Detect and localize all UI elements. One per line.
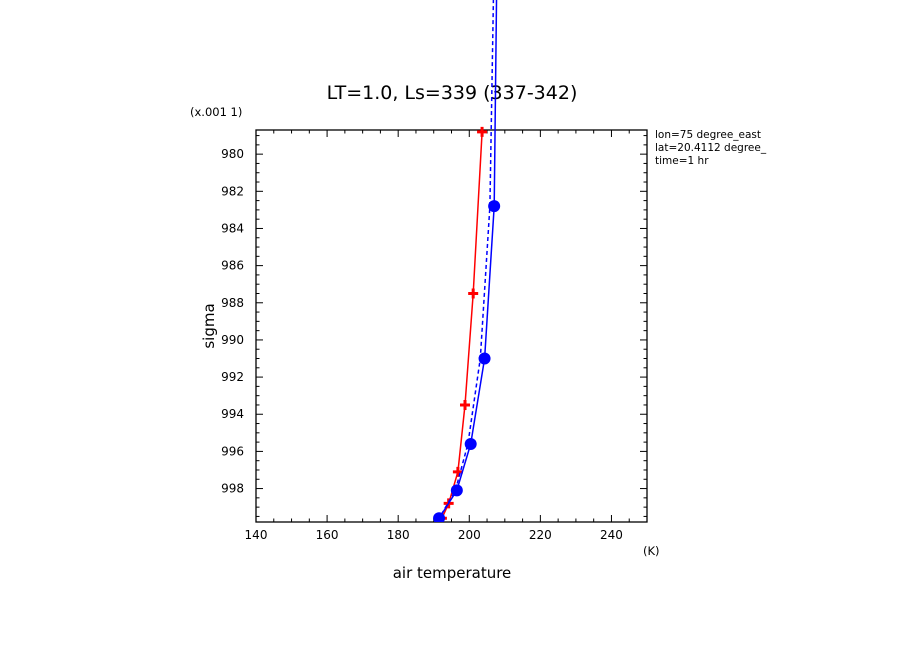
series-1-marker (452, 466, 463, 477)
y-tick-label: 986 (221, 259, 244, 273)
series-2-marker (478, 352, 491, 365)
annotation-time: time=1 hr (655, 155, 709, 167)
annotation-block: lon=75 degree_east lat=20.4112 degree_ t… (655, 129, 767, 167)
x-tick-label: 200 (458, 528, 481, 542)
series-layer (433, 0, 501, 522)
y-tick-label: 992 (221, 370, 244, 384)
y-tick-label: 998 (221, 482, 244, 496)
series-1-marker (477, 126, 488, 137)
x-axis-label: air temperature (393, 564, 512, 582)
y-tick-label: 988 (221, 296, 244, 310)
y-tick-label: 996 (221, 444, 244, 458)
series-line-1 (441, 131, 483, 519)
x-tick-label: 140 (245, 528, 268, 542)
x-unit-label: (K) (643, 544, 660, 558)
y-tick-label: 984 (221, 221, 244, 235)
y-axis-label: sigma (200, 303, 218, 348)
chart-title: LT=1.0, Ls=339 (337-342) (327, 82, 578, 104)
axis-ticks (255, 130, 648, 522)
series-line-3 (438, 0, 495, 519)
plot-frame (255, 129, 648, 523)
x-tick-label: 180 (387, 528, 410, 542)
x-tick-label: 220 (529, 528, 552, 542)
y-tick-label: 982 (221, 184, 244, 198)
x-tick-label: 160 (316, 528, 339, 542)
annotation-lon: lon=75 degree_east (655, 129, 761, 141)
x-tick-labels: 140 160 180 200 220 240 (245, 528, 623, 542)
annotation-lat: lat=20.4112 degree_ (655, 142, 767, 154)
y-tick-label: 990 (221, 333, 244, 347)
series-1-marker (468, 288, 479, 299)
y-tick-labels: 980 982 984 986 988 990 992 994 996 998 (221, 147, 244, 495)
y-scale-note: (x.001 1) (190, 105, 242, 119)
y-tick-label: 980 (221, 147, 244, 161)
y-tick-label: 994 (221, 407, 244, 421)
series-1-marker (460, 399, 471, 410)
x-tick-label: 240 (600, 528, 623, 542)
series-2-marker (488, 200, 501, 213)
